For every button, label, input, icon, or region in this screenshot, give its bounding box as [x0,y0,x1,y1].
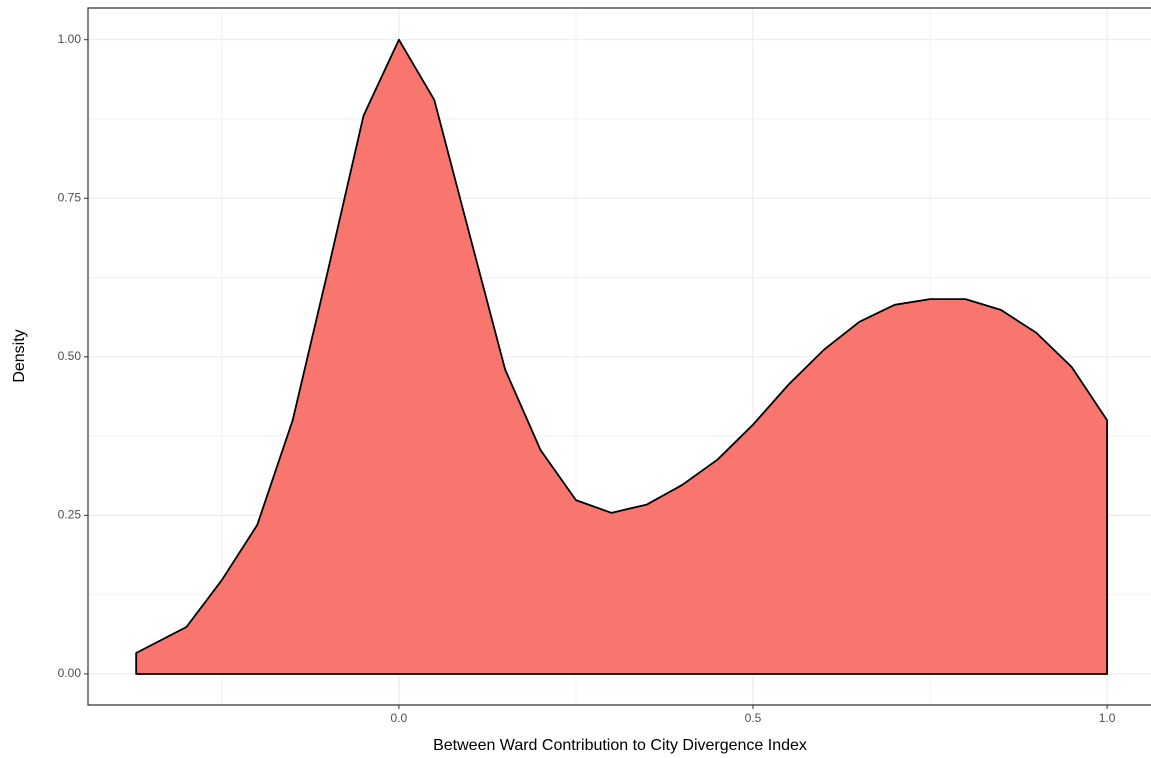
x-tick-label: 0.0 [391,711,408,725]
y-tick-label: 0.50 [58,349,82,363]
density-area [135,38,1108,675]
y-axis-title: Density [11,329,28,382]
x-tick-label: 1.0 [1099,711,1116,725]
x-axis-title: Between Ward Contribution to City Diverg… [433,737,807,754]
x-tick-label: 0.5 [745,711,762,725]
y-tick-label: 0.25 [58,508,82,522]
y-tick-label: 0.00 [58,666,82,680]
y-tick-label: 1.00 [58,32,82,46]
panel-border [87,7,1151,706]
y-tick-label: 0.75 [58,190,82,204]
